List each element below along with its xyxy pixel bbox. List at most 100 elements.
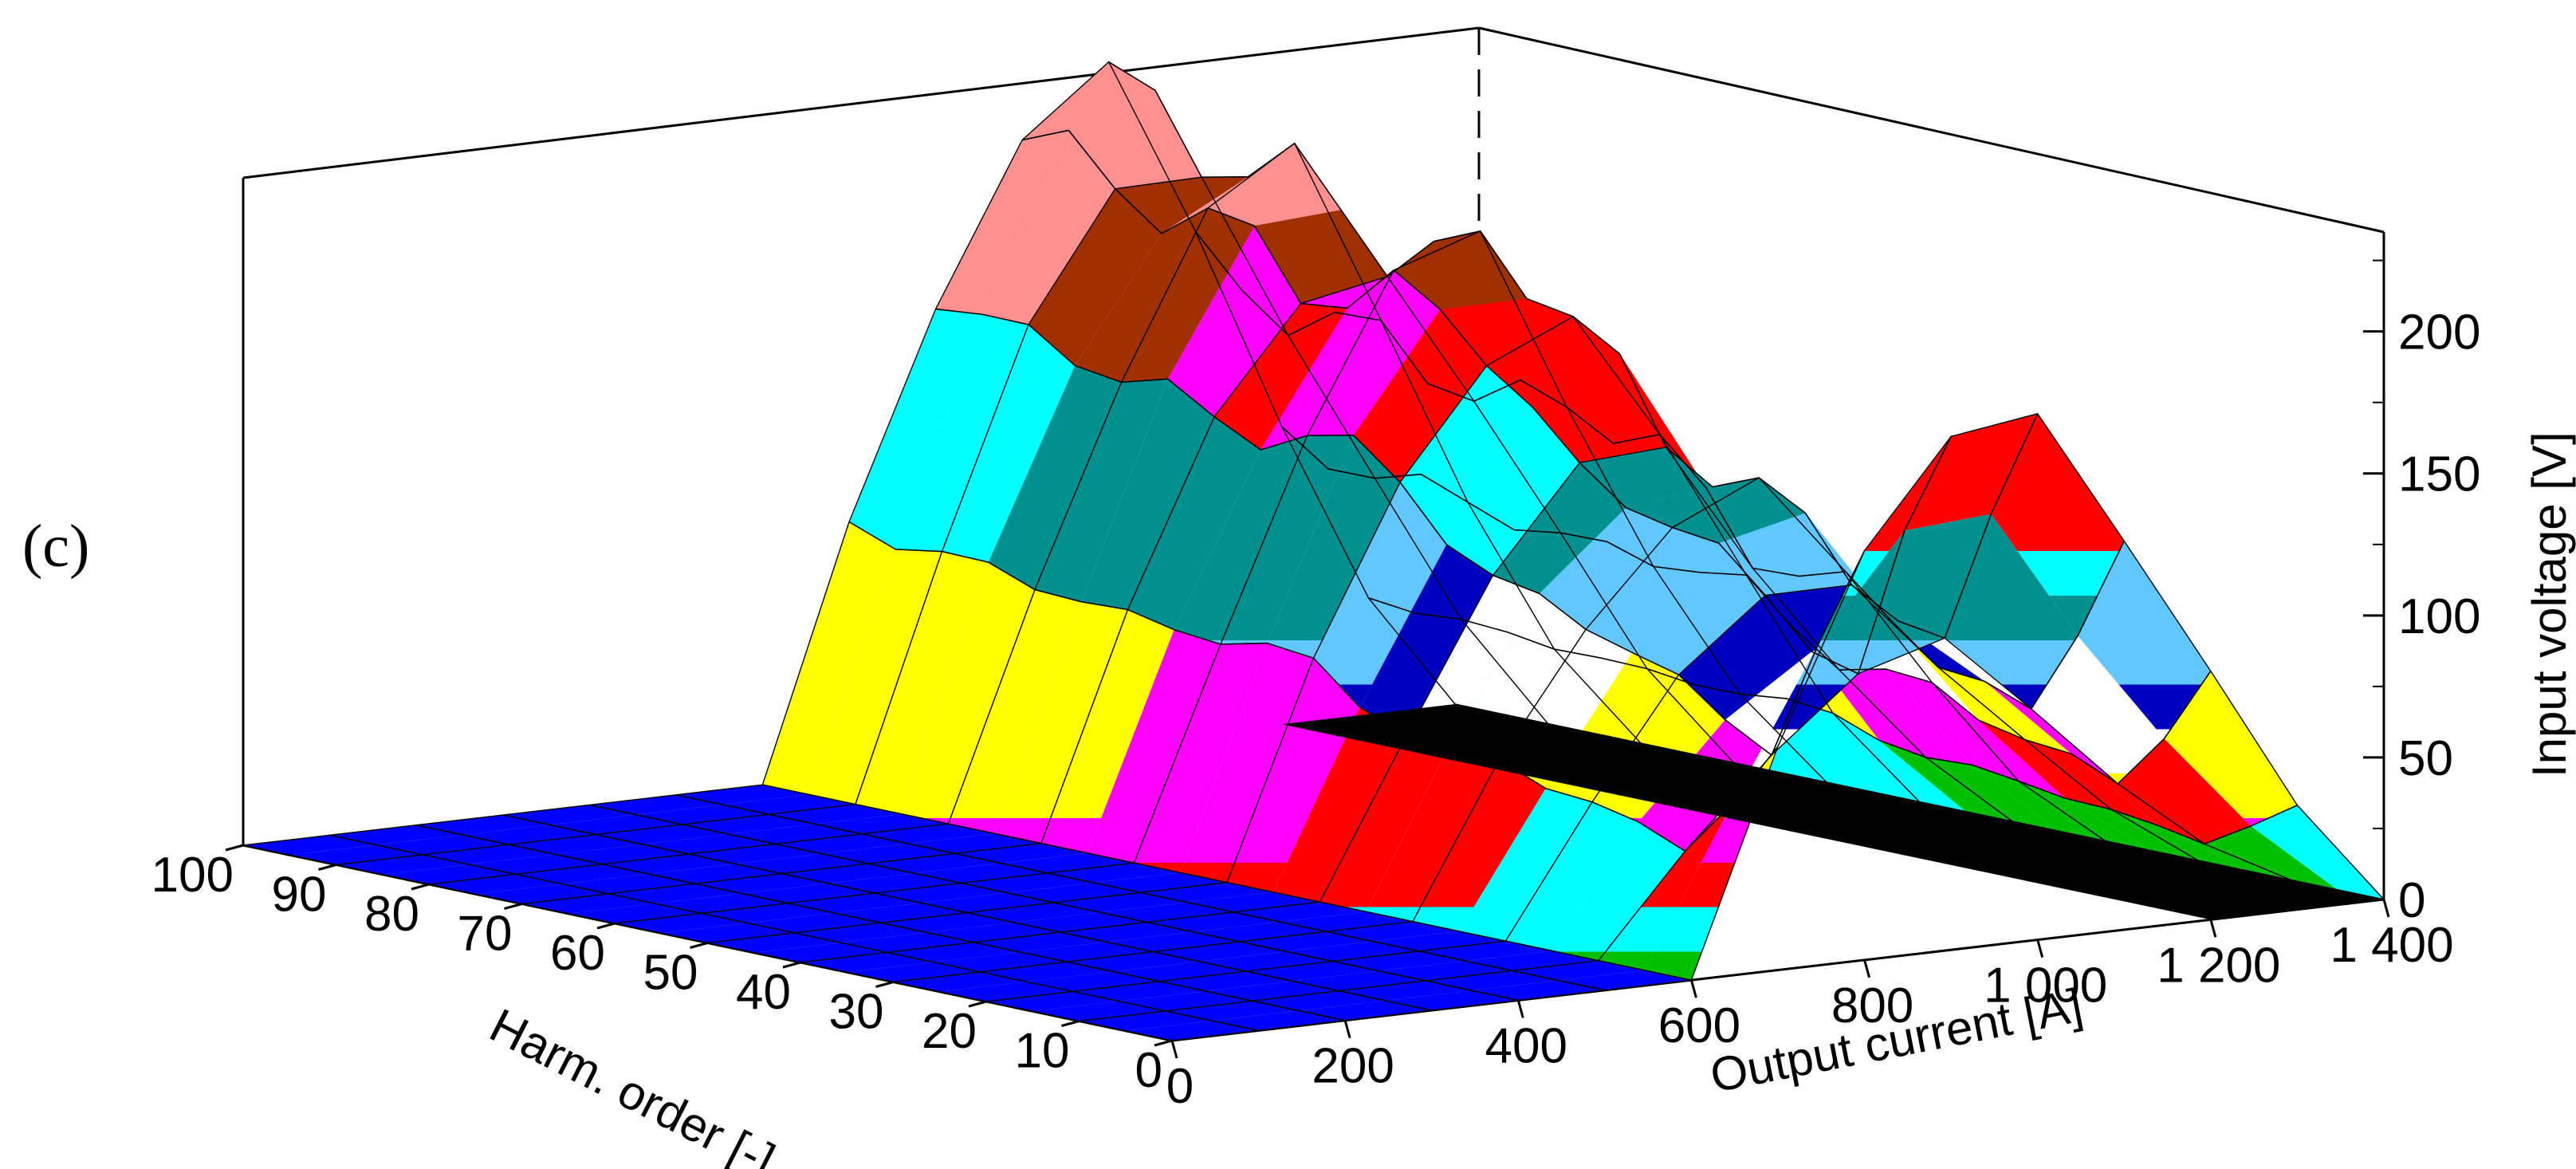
surface-patch [2204, 825, 2338, 890]
surface-patch [1260, 270, 1394, 451]
surface-patch [329, 825, 463, 845]
surface-patch [948, 589, 1082, 834]
surface-patch [555, 844, 689, 864]
surface-patch [509, 834, 643, 855]
surface-patch [1313, 482, 1447, 707]
surface-patch [1125, 1021, 1259, 1041]
surface-patch [1472, 980, 1605, 1001]
surface-patch [655, 893, 789, 914]
surface-patch [1886, 669, 2019, 781]
surface-patch [1300, 241, 1434, 309]
surface-patch [1904, 413, 2038, 531]
surface-patch [902, 562, 1035, 825]
surface-patch [1366, 738, 1500, 922]
surface-patch [722, 794, 855, 815]
surface-patch [2164, 671, 2298, 826]
y-tick-label: 40 [736, 965, 791, 1020]
y-tick-mark [504, 903, 522, 910]
surface-patch [1307, 270, 1441, 436]
surface-patch [289, 844, 423, 865]
surface-patch [986, 991, 1119, 1012]
surface-patch [1186, 892, 1320, 912]
x-tick-label: 1 000 [1984, 958, 2107, 1014]
surface-patch [1786, 699, 1920, 802]
surface-patch [1879, 740, 2012, 821]
x-tick-label: 600 [1658, 998, 1740, 1053]
surface-patch [1134, 643, 1268, 873]
surface-patch [926, 922, 1060, 943]
y-tick-mark [318, 864, 336, 871]
surface-patch [1153, 941, 1287, 962]
surface-patch [1119, 990, 1253, 1011]
surface-patch [828, 873, 962, 894]
surface-patch [867, 853, 1001, 874]
surface-patch [973, 932, 1107, 952]
surface-patch [243, 835, 376, 856]
surface-patch [694, 873, 828, 894]
axis-ticks: 0 200 400 600 800 1 000 1 200 1 400010203040506… [151, 259, 2480, 1114]
surface-patch [794, 923, 927, 943]
surface-patch [1140, 882, 1274, 903]
y-tick-mark [1154, 1039, 1173, 1047]
surface-patch [1505, 801, 1639, 951]
x-tick-label: 0 [1166, 1059, 1194, 1114]
surface-patch [1298, 1000, 1432, 1021]
y-tick-label: 60 [550, 926, 605, 981]
surface-patch [769, 804, 903, 825]
surface-patch [935, 130, 1069, 315]
x-tick-mark [1863, 959, 1871, 978]
y-tick-mark [782, 961, 801, 969]
surface-patch [502, 805, 636, 825]
surface-patch [1512, 960, 1646, 981]
surface-patch [2024, 739, 2158, 826]
surface-plot [243, 61, 2384, 1041]
surface-patch [1121, 207, 1255, 383]
surface-patch [893, 971, 1027, 992]
surface-patch [1353, 309, 1487, 482]
surface-patch [1378, 961, 1512, 981]
surface-patch [741, 883, 875, 903]
surface-patch [1167, 226, 1301, 417]
surface-patch [880, 912, 1014, 933]
surface-patch [608, 884, 741, 904]
surface-patch [1199, 951, 1333, 972]
surface-patch [1465, 951, 1599, 971]
surface-patch [847, 962, 981, 982]
surface-patch [1406, 575, 1540, 738]
surface-patch [1418, 941, 1552, 962]
x-tick-mark [2382, 899, 2390, 918]
floor-slice [1281, 704, 2384, 920]
surface-patch [1818, 436, 1952, 645]
y-tick-label: 20 [922, 1004, 977, 1059]
surface-patch [942, 325, 1076, 563]
surface-patch [1001, 852, 1135, 873]
surface-patch [1400, 365, 1533, 545]
y-tick-label: 100 [151, 848, 234, 903]
surface-patch [1672, 478, 1806, 544]
surface-patch [1945, 514, 2078, 710]
surface-patch [1932, 682, 2066, 799]
mesh-line-order [1171, 412, 2385, 1041]
surface-patch [2111, 809, 2245, 871]
panel-label: (c) [22, 513, 89, 580]
surface-patch [1558, 970, 1692, 990]
surface-patch [1205, 981, 1339, 1002]
surface-patch [775, 833, 909, 854]
surface-patch [1007, 883, 1141, 903]
x-tick-mark [1170, 1040, 1178, 1059]
surface-mesh [242, 61, 2385, 1041]
box-edge-top-left [242, 26, 1480, 179]
surface-patch [808, 549, 942, 805]
surface-patch [1026, 971, 1160, 992]
surface-patch [788, 893, 921, 913]
y-tick-label: 30 [829, 985, 884, 1040]
surface-patch [1180, 643, 1314, 883]
surface-patch [753, 943, 887, 962]
surface-patch [2065, 798, 2198, 860]
surface-patch [821, 844, 955, 864]
z-tick-label: 50 [2398, 731, 2453, 786]
x-tick-label: 1 400 [2330, 918, 2453, 973]
surface-patch [887, 942, 1021, 962]
z-tick-label: 200 [2398, 305, 2480, 360]
surface-patch [568, 903, 702, 923]
